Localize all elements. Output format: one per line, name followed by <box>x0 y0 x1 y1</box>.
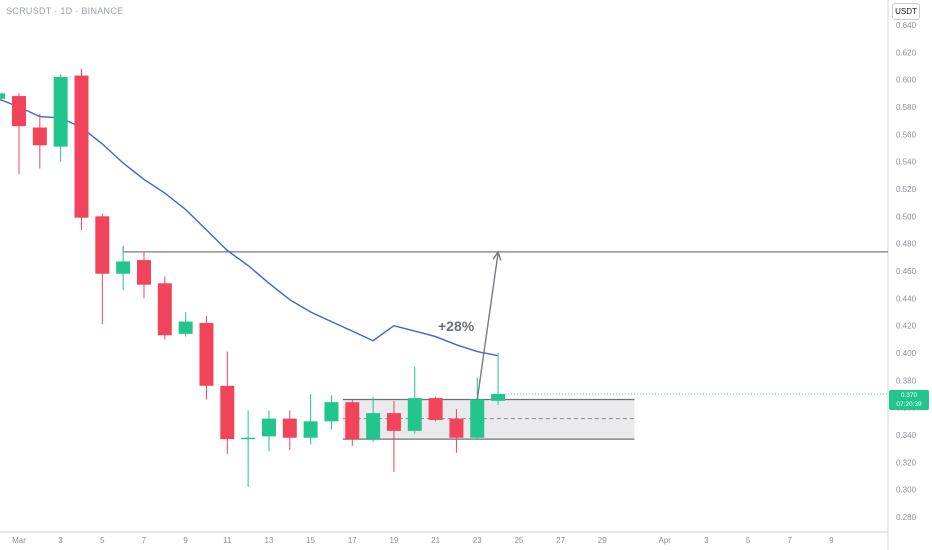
moving-average-line <box>0 86 499 357</box>
last-price-tag: 0.370 07:20:39 <box>889 390 929 410</box>
y-tick-label: 0.500 <box>896 212 917 221</box>
y-tick-label: 0.280 <box>896 513 917 522</box>
x-tick-label: 21 <box>431 536 440 545</box>
candle-down <box>386 413 401 431</box>
candle-down <box>282 418 297 438</box>
x-tick-label: 7 <box>142 536 147 545</box>
x-tick-label: 29 <box>598 536 607 545</box>
y-tick-label: 0.640 <box>896 21 917 30</box>
y-tick-label: 0.320 <box>896 458 917 467</box>
candle-up <box>53 76 68 147</box>
candle-up <box>366 413 381 440</box>
y-tick-label: 0.540 <box>896 158 917 167</box>
candle-up <box>470 399 485 438</box>
bar-countdown: 07:20:39 <box>896 401 922 408</box>
y-tick-label: 0.400 <box>896 349 917 358</box>
symbol-title: SCRUSDT · 1D · BINANCE <box>6 6 124 16</box>
x-tick-label: 17 <box>348 536 357 545</box>
gain-annotation-label: +28% <box>438 318 475 334</box>
x-tick-label: 27 <box>556 536 565 545</box>
y-tick-label: 0.620 <box>896 48 917 57</box>
y-tick-label: 0.440 <box>896 294 917 303</box>
candle-down <box>345 402 360 440</box>
x-tick-label: 25 <box>514 536 523 545</box>
candle-up <box>491 394 506 401</box>
x-tick-label: 3 <box>704 536 709 545</box>
currency-button[interactable]: USDT <box>892 3 920 20</box>
candle-up <box>324 402 339 422</box>
candle-down <box>136 260 151 285</box>
candle-down <box>428 398 443 420</box>
y-tick-label: 0.340 <box>896 431 917 440</box>
candle-down <box>12 96 26 127</box>
candle-up <box>116 261 131 274</box>
candle-up <box>178 321 193 334</box>
y-tick-label: 0.600 <box>896 76 917 85</box>
x-tick-label: 9 <box>829 536 834 545</box>
x-tick-label: Apr <box>659 536 672 545</box>
x-tick-label: 5 <box>746 536 751 545</box>
x-tick-label: 7 <box>0 536 1 545</box>
x-tick-label: 7 <box>787 536 792 545</box>
candle-up <box>303 421 318 438</box>
candle-down <box>449 418 464 438</box>
y-tick-label: 0.460 <box>896 267 917 276</box>
y-tick-label: 0.420 <box>896 322 917 331</box>
candle-up <box>241 437 256 440</box>
gain-arrow-shaft <box>476 252 499 400</box>
x-tick-label: Mar <box>12 536 26 545</box>
range-box <box>342 399 635 440</box>
candle-down <box>95 216 110 274</box>
y-tick-label: 0.560 <box>896 130 917 139</box>
gain-arrow-head <box>492 250 502 261</box>
x-tick-label: 11 <box>223 536 232 545</box>
candle-down <box>157 283 172 336</box>
candle-down <box>220 385 235 440</box>
y-tick-label: 0.580 <box>896 103 917 112</box>
x-tick-label: 13 <box>265 536 274 545</box>
y-tick-label: 0.300 <box>896 486 917 495</box>
x-tick-label: 15 <box>306 536 315 545</box>
x-tick-label: 5 <box>100 536 105 545</box>
y-tick-label: 0.480 <box>896 240 917 249</box>
y-tick-label: 0.520 <box>896 185 917 194</box>
candle-down <box>199 322 214 386</box>
candle-up <box>407 398 422 431</box>
candle-down <box>32 127 47 146</box>
last-price-value: 0.370 <box>900 392 918 399</box>
candle-up <box>261 418 276 437</box>
x-tick-label: 3 <box>58 536 63 545</box>
candle-down <box>74 75 89 218</box>
x-tick-label: 23 <box>473 536 482 545</box>
x-tick-label: 9 <box>183 536 188 545</box>
y-tick-label: 0.380 <box>896 376 917 385</box>
candle-up <box>0 93 6 99</box>
x-tick-label: 19 <box>389 536 398 545</box>
